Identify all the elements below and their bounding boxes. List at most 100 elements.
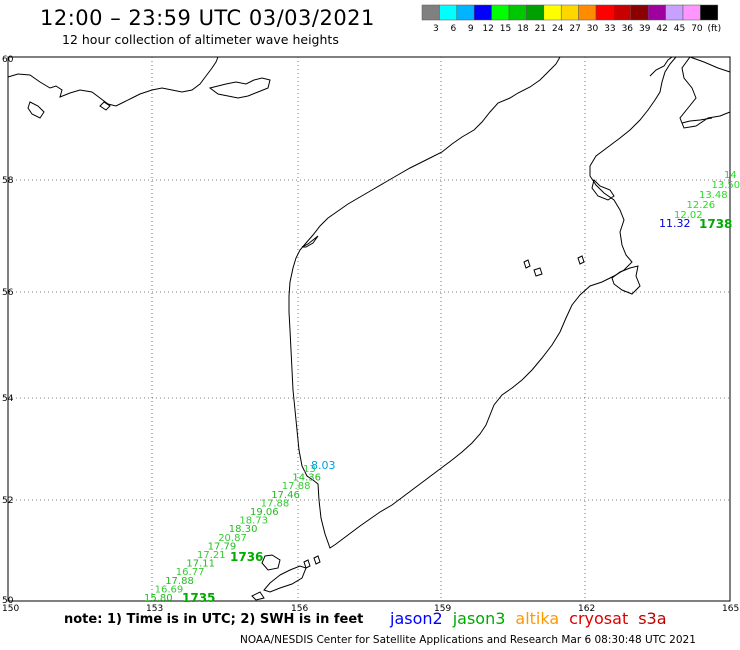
x-tick-label: 162 (578, 604, 595, 614)
okhotsk-coast-east (649, 56, 673, 77)
swh-value-label: 17.46 (271, 490, 300, 501)
legend-cryosat: cryosat (569, 609, 629, 628)
color-bar-label: 9 (468, 24, 474, 34)
islet (523, 259, 531, 269)
color-bar-swatch (665, 4, 684, 21)
peninsula-tip (301, 235, 319, 248)
color-bar-label: 39 (639, 24, 651, 34)
map-subtitle: 12 hour collection of altimeter wave hei… (62, 32, 339, 47)
color-bar-swatch (508, 4, 527, 21)
y-tick-label: 60 (2, 55, 14, 65)
color-bar-label: 36 (622, 24, 634, 34)
swh-value-label: 16.69 (155, 584, 184, 595)
color-bar-label: 27 (569, 24, 580, 34)
color-bar-swatch (421, 4, 440, 21)
swh-value-label: 15.80 (144, 593, 173, 604)
color-bar-swatch (700, 4, 719, 21)
legend-jason2: jason2 (390, 609, 443, 628)
color-bar-swatch (595, 4, 614, 21)
kamchatka-coastline (288, 56, 677, 549)
swh-value-label: 17.88 (165, 576, 194, 587)
swh-value-label: 19.06 (250, 507, 279, 518)
x-tick-label: 165 (722, 604, 739, 614)
satellite-legend: jason2 jason3 altika cryosat s3a (390, 609, 677, 628)
small-island (99, 101, 111, 111)
color-bar-swatch (526, 4, 545, 21)
color-bar-label: 45 (674, 24, 685, 34)
y-tick-label: 52 (2, 496, 13, 506)
y-tick-label: 58 (2, 176, 14, 186)
karaginsky-island (611, 265, 641, 295)
kuril-island (261, 554, 281, 571)
color-bar-swatch (578, 4, 597, 21)
color-bar-label: (ft) (708, 24, 722, 34)
color-bar-label: 33 (604, 24, 615, 34)
swh-value-label: 17.88 (282, 481, 311, 492)
x-axis-ticks: 150 153 156 159 162 165 (2, 604, 739, 614)
kuril-island (263, 565, 307, 593)
okhotsk-coast-bay (208, 77, 271, 99)
swh-value-label: 17.79 (208, 541, 237, 552)
islet (577, 255, 585, 265)
jason3-time-label: 1735 (182, 591, 215, 605)
color-bar-label: 6 (450, 24, 456, 34)
color-bar-swatch (630, 4, 649, 21)
color-bar-label: 24 (552, 24, 564, 34)
kuril-islet (313, 555, 321, 565)
color-bar-label: 30 (587, 24, 599, 34)
y-tick-label: 56 (2, 288, 14, 298)
swh-value-label: 18.73 (239, 516, 268, 527)
y-tick-label: 50 (2, 596, 14, 606)
credit-line: NOAA/NESDIS Center for Satellite Applica… (240, 634, 696, 646)
color-bar-swatch (456, 4, 475, 21)
swh-value-label: 13 (303, 464, 316, 475)
swh-value-label: 16.77 (176, 567, 205, 578)
swh-value-label: 20.87 (218, 533, 247, 544)
color-bar-swatch (560, 4, 579, 21)
color-bar-swatch (682, 4, 701, 21)
kuril-islet (303, 559, 311, 569)
swh-value-label: 13.50 (712, 180, 740, 191)
swh-value-label: 18.30 (229, 524, 258, 535)
swh-value-label: 13.48 (699, 190, 728, 201)
color-bar-label: 3 (433, 24, 439, 34)
jason3-track-west: 15.8016.6917.8816.7717.1117.2117.7920.87… (144, 464, 321, 604)
cyan-wave-height-label: 8.03 (311, 459, 336, 472)
okhotsk-coast-north (7, 56, 219, 107)
jason3-time-label: 1738 (699, 217, 732, 231)
swh-value-label: 14 (724, 170, 737, 181)
island-dash (681, 117, 713, 124)
color-bar-label: 15 (500, 24, 511, 34)
legend-altika: altika (515, 609, 560, 628)
legend-s3a: s3a (638, 609, 667, 628)
swh-value-label: 17.21 (197, 550, 226, 561)
color-bar-swatch (543, 4, 562, 21)
swh-value-label: 12.26 (687, 200, 716, 211)
swh-value-label: 12.02 (674, 210, 703, 221)
legend-jason3: jason3 (452, 609, 506, 628)
color-bar-label: 12 (482, 24, 493, 34)
map-frame (7, 56, 731, 602)
x-tick-label: 150 (2, 604, 19, 614)
color-bar-swatch (613, 4, 632, 21)
kuril-island (251, 591, 265, 601)
islet (533, 267, 543, 277)
x-tick-label: 156 (291, 604, 308, 614)
swh-value-label: 14.36 (292, 473, 321, 484)
color-bar-swatch (491, 4, 510, 21)
color-bar-label: 42 (656, 24, 667, 34)
y-axis-ticks: 60 58 56 54 52 50 (2, 55, 14, 606)
graticule (8, 57, 730, 601)
color-bar-label: 21 (535, 24, 546, 34)
y-tick-label: 54 (2, 394, 14, 404)
x-tick-label: 159 (434, 604, 451, 614)
color-bar-label: 70 (691, 24, 703, 34)
coastlines (7, 56, 731, 601)
map-title: 12:00 – 23:59 UTC 03/03/2021 (40, 6, 375, 30)
color-bar-swatch (647, 4, 666, 21)
color-bar-swatch (473, 4, 492, 21)
x-tick-label: 153 (146, 604, 163, 614)
commander-islands (679, 56, 731, 129)
jason2-wave-height-label: 11.32 (659, 217, 691, 230)
